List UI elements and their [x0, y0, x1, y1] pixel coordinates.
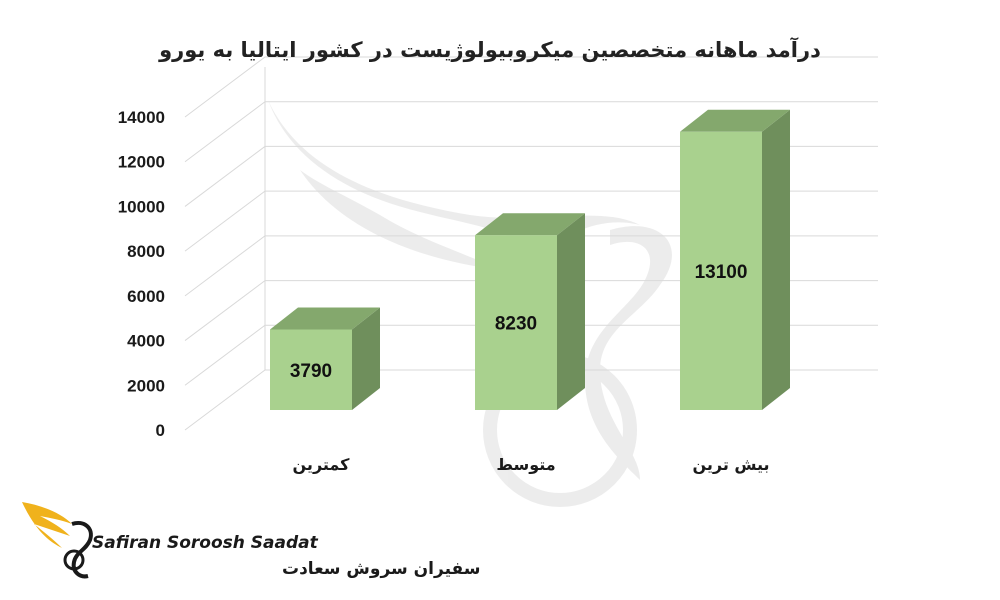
- bar: [270, 307, 380, 410]
- y-axis-tick-labels: 0 2000 4000 6000 8000 10000 12000 14000: [118, 108, 165, 440]
- y-tick-label: 2000: [127, 376, 165, 395]
- y-tick-label: 14000: [118, 108, 165, 127]
- x-category-label: متوسط: [496, 455, 555, 474]
- chart-bars: [270, 109, 790, 411]
- brand-logo: Safiran Soroosh Saadat سفیران سروش سعادت: [22, 502, 480, 579]
- bar-front-face: [475, 235, 557, 410]
- watermark-wing-icon: [268, 100, 672, 507]
- bar-data-labels: 3790 8230 13100: [290, 262, 748, 382]
- chart-title: درآمد ماهانه متخصصین میکروبیولوژیست در ک…: [158, 37, 821, 62]
- y-tick-label: 4000: [127, 332, 165, 351]
- brand-name-fa: سفیران سروش سعادت: [282, 559, 480, 579]
- x-category-label: بیش ترین: [692, 455, 769, 474]
- phoenix-logo-icon: [22, 502, 93, 579]
- y-tick-label: 6000: [127, 287, 165, 306]
- gridline: [184, 56, 878, 118]
- bar: [680, 109, 790, 411]
- bar-data-label: 3790: [290, 361, 332, 382]
- bar-side-face: [762, 109, 790, 411]
- x-category-label: کمترین: [293, 455, 351, 474]
- bar-data-label: 8230: [495, 314, 537, 335]
- bar-top-face: [475, 213, 585, 236]
- y-tick-label: 10000: [118, 197, 165, 216]
- bar-front-face: [270, 329, 352, 410]
- bar: [475, 213, 585, 410]
- y-tick-label: 12000: [118, 153, 165, 172]
- y-tick-label: 0: [156, 421, 165, 440]
- bar-side-face: [352, 307, 380, 410]
- chart-gridlines: [184, 56, 878, 431]
- y-tick-label: 8000: [127, 242, 165, 261]
- x-axis-category-labels: کمترین متوسط بیش ترین: [293, 455, 770, 474]
- brand-name-en: Safiran Soroosh Saadat: [92, 533, 319, 553]
- bar-top-face: [270, 307, 380, 330]
- bar-front-face: [680, 131, 762, 410]
- bar-data-label: 13100: [695, 262, 748, 283]
- bar-side-face: [557, 213, 585, 410]
- bar-top-face: [680, 109, 790, 132]
